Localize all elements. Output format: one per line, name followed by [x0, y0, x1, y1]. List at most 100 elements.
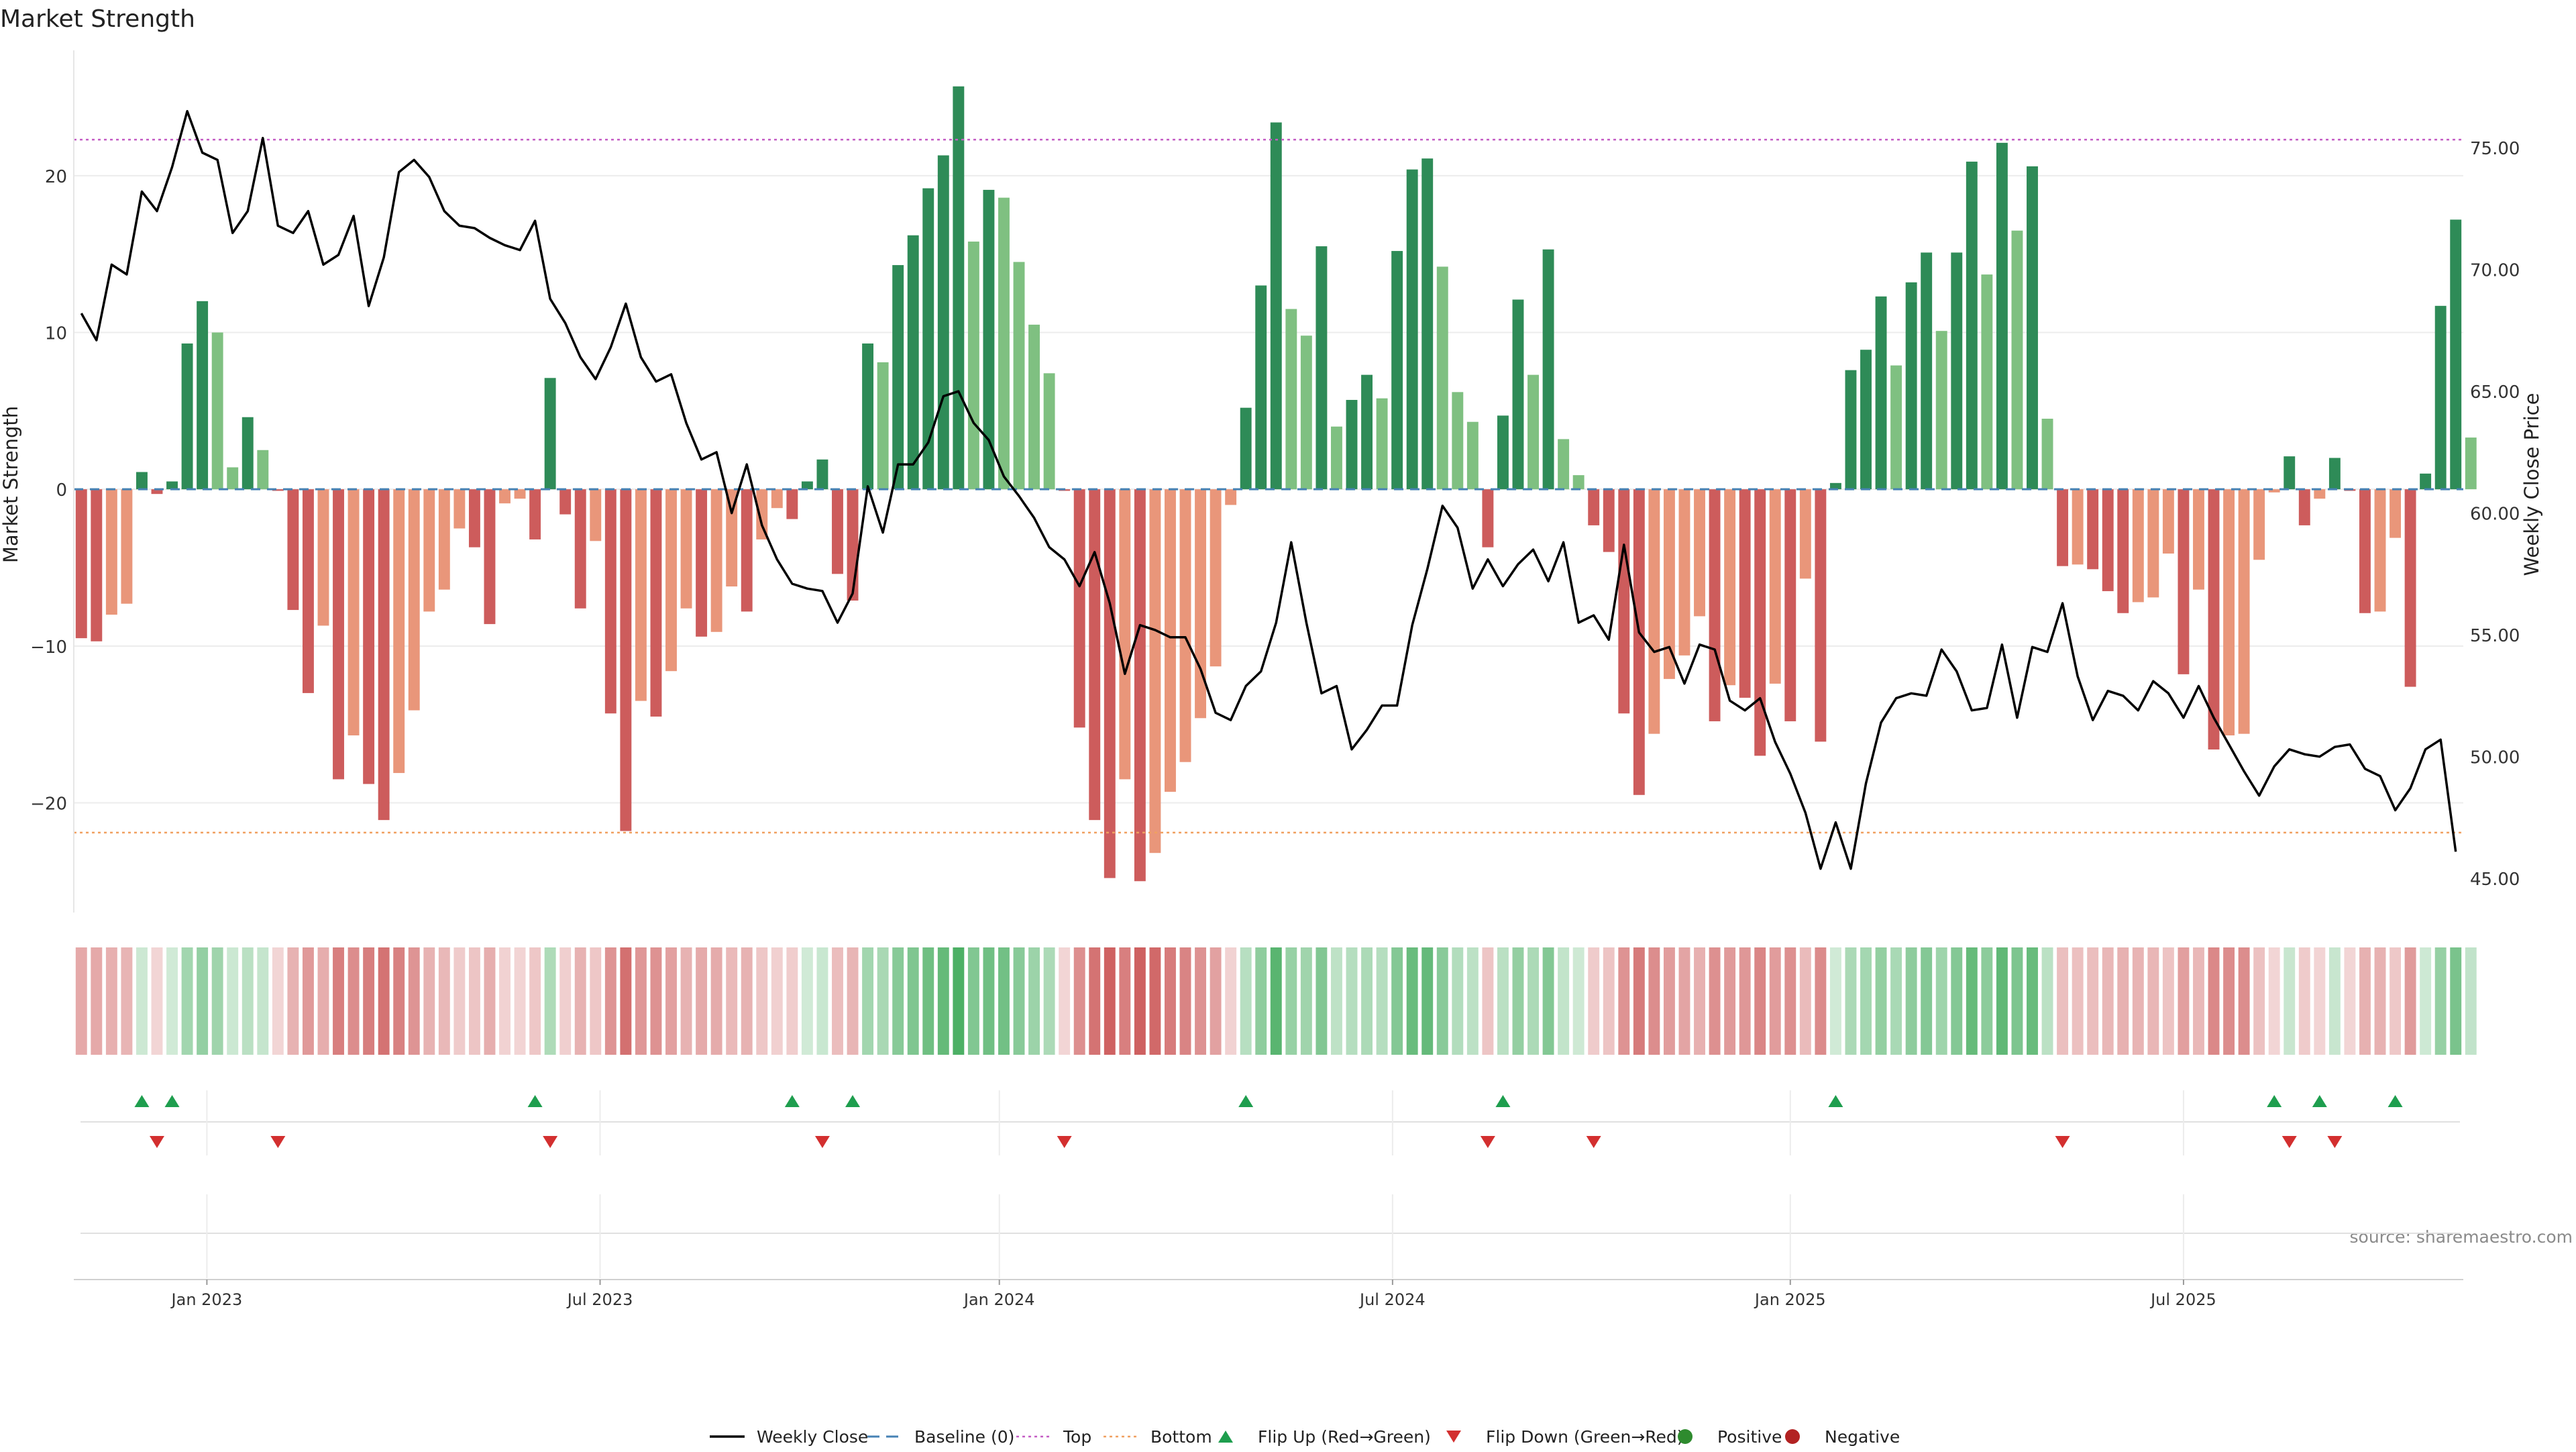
- heat-cell: [1845, 947, 1857, 1055]
- heat-cell: [136, 947, 148, 1055]
- strength-bar: [1134, 489, 1146, 882]
- flip-markers-panel: [80, 1090, 2460, 1278]
- strength-bar: [1316, 246, 1328, 490]
- heat-cell: [317, 947, 329, 1055]
- strength-bar: [2268, 489, 2280, 492]
- strength-bar: [2374, 489, 2386, 612]
- heat-cell: [211, 947, 223, 1055]
- heat-cell: [786, 947, 798, 1055]
- strength-bar: [227, 467, 239, 490]
- heat-cell: [378, 947, 390, 1055]
- heat-cell: [1089, 947, 1101, 1055]
- strength-bar: [197, 301, 209, 490]
- heat-cell: [862, 947, 874, 1055]
- reference-lines: [74, 138, 2463, 834]
- x-tick-label: Jan 2023: [170, 1290, 243, 1309]
- strength-bar: [257, 450, 269, 490]
- strength-bar: [453, 489, 466, 529]
- strength-bar: [574, 489, 586, 609]
- strength-bar: [604, 489, 616, 714]
- strength-bar: [1527, 374, 1539, 490]
- legend-label: Weekly Close: [757, 1427, 868, 1447]
- heat-cell: [2117, 947, 2129, 1055]
- heat-cell: [771, 947, 783, 1055]
- heat-cell: [514, 947, 526, 1055]
- strength-bar: [2314, 489, 2326, 499]
- heat-cell: [1179, 947, 1191, 1055]
- y-axis-right-label: Weekly Close Price: [2520, 393, 2543, 576]
- heat-cell: [2344, 947, 2356, 1055]
- heat-cell: [1875, 947, 1887, 1055]
- strength-bar: [892, 265, 904, 490]
- heat-cell: [91, 947, 103, 1055]
- y-tick-right-label: 70.00: [2470, 261, 2520, 281]
- heat-cell: [1073, 947, 1085, 1055]
- heat-cell: [1815, 947, 1827, 1055]
- strength-bar: [1466, 421, 1479, 490]
- strength-bar: [620, 489, 632, 831]
- heat-cell: [1966, 947, 1978, 1055]
- strength-bar: [1935, 331, 1947, 490]
- strength-bar: [1633, 489, 1645, 795]
- heat-cell: [2374, 947, 2386, 1055]
- strength-bar: [1542, 249, 1554, 490]
- heat-cell: [741, 947, 753, 1055]
- strength-bar: [2359, 489, 2371, 613]
- heat-cell: [1935, 947, 1947, 1055]
- heat-cell: [1799, 947, 1811, 1055]
- heat-cell: [2465, 947, 2477, 1055]
- heat-cell: [1497, 947, 1509, 1055]
- strength-bar: [1845, 370, 1857, 490]
- flip-up-marker: [845, 1095, 861, 1107]
- strength-bar: [983, 189, 995, 490]
- heat-cell: [983, 947, 995, 1055]
- strength-bar: [1678, 489, 1690, 656]
- strength-bar: [635, 489, 647, 701]
- heat-cell: [1421, 947, 1434, 1055]
- heat-cell: [650, 947, 662, 1055]
- y-tick-left-label: 0: [56, 480, 67, 501]
- strength-bar: [1694, 489, 1705, 617]
- heat-cell: [1709, 947, 1721, 1055]
- heat-cell: [2027, 947, 2038, 1055]
- flip-down-marker: [2055, 1136, 2070, 1148]
- strength-bar: [2390, 489, 2402, 538]
- strength-bar: [211, 332, 223, 490]
- heat-cell: [2298, 947, 2310, 1055]
- strength-bar: [1890, 365, 1902, 490]
- heat-cell: [1225, 947, 1237, 1055]
- strength-bar: [1210, 489, 1222, 667]
- heat-cell: [2268, 947, 2280, 1055]
- heat-cell: [333, 947, 344, 1055]
- y-tick-right-label: 55.00: [2470, 626, 2520, 646]
- strength-bar: [1436, 266, 1448, 490]
- heat-cell: [2057, 947, 2069, 1055]
- heat-cell: [967, 947, 979, 1055]
- strength-bar: [378, 489, 390, 821]
- flip-down-marker: [270, 1136, 286, 1148]
- strength-bar: [2193, 489, 2204, 590]
- strength-bar: [1119, 489, 1131, 780]
- strength-bar: [91, 489, 103, 641]
- strength-bar: [2298, 489, 2310, 525]
- heat-cell: [2072, 947, 2084, 1055]
- heat-cell: [620, 947, 632, 1055]
- heat-cell: [1905, 947, 1917, 1055]
- strength-bar: [105, 489, 117, 615]
- heat-cell: [1558, 947, 1570, 1055]
- strength-bar: [559, 489, 572, 515]
- strength-bar: [2041, 419, 2053, 490]
- strength-bar: [1754, 489, 1766, 756]
- y-tick-right-label: 60.00: [2470, 505, 2520, 525]
- strength-bar: [438, 489, 450, 590]
- legend-label: Negative: [1825, 1427, 1900, 1447]
- strength-bar: [1966, 161, 1978, 490]
- heat-cell: [257, 947, 269, 1055]
- strength-bar: [1951, 252, 1963, 490]
- heat-cell: [181, 947, 193, 1055]
- strength-bar: [1346, 400, 1358, 490]
- strength-bar: [1391, 251, 1403, 490]
- x-tick-label: Jul 2023: [566, 1290, 633, 1309]
- strength-bar: [1572, 475, 1585, 490]
